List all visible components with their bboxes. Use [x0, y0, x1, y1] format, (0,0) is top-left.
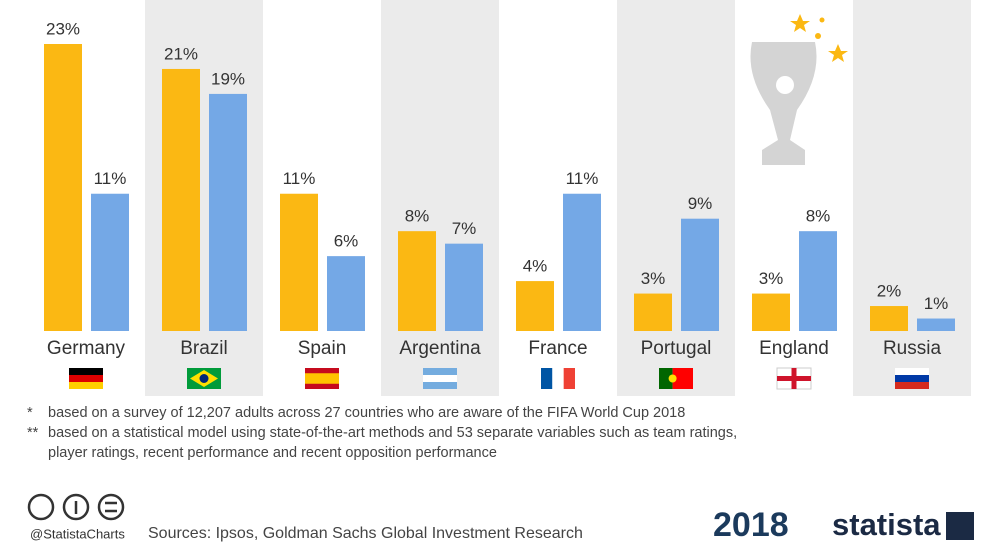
- bar: [516, 281, 554, 331]
- bar: [752, 293, 790, 331]
- bar: [327, 256, 365, 331]
- flag-part: [423, 375, 457, 382]
- value-label: 23%: [46, 19, 80, 38]
- value-label: 11%: [566, 169, 599, 188]
- note-marker: **: [27, 425, 39, 441]
- flag-part: [552, 368, 564, 389]
- brand-icon: [946, 512, 974, 540]
- bar: [280, 193, 318, 331]
- note-text: player ratings, recent performance and r…: [48, 445, 497, 461]
- note-text: based on a statistical model using state…: [48, 425, 737, 441]
- category-label: Argentina: [399, 338, 481, 359]
- flag-part: [305, 373, 339, 384]
- note-text: based on a survey of 12,207 adults acros…: [48, 405, 685, 421]
- flag-part: [541, 368, 553, 389]
- flag: [423, 368, 457, 389]
- value-label: 8%: [806, 207, 831, 226]
- value-label: 3%: [759, 269, 784, 288]
- category-label: Russia: [883, 338, 942, 359]
- value-label: 3%: [641, 269, 666, 288]
- flag: [895, 368, 929, 389]
- flag: [541, 368, 575, 389]
- flag-part: [672, 368, 693, 389]
- brand: statista: [832, 507, 941, 542]
- bar: [91, 193, 129, 331]
- bar: [634, 293, 672, 331]
- flag: [69, 368, 103, 389]
- bar: [681, 218, 719, 331]
- column-background: [381, 0, 499, 396]
- value-label: 6%: [334, 232, 359, 251]
- category-label: Brazil: [180, 338, 228, 359]
- category-label: France: [528, 338, 587, 359]
- value-label: 2%: [877, 282, 902, 301]
- note-marker: *: [27, 405, 33, 421]
- value-label: 8%: [405, 207, 430, 226]
- bar: [162, 68, 200, 332]
- license-icons: [27, 493, 125, 521]
- sources: Sources: Ipsos, Goldman Sachs Global Inv…: [148, 525, 583, 542]
- column-background: [617, 0, 735, 396]
- category-label: England: [759, 338, 829, 359]
- flag-part: [668, 374, 677, 383]
- value-label: 4%: [523, 257, 548, 276]
- flag: [187, 368, 221, 389]
- flag-part: [777, 376, 811, 381]
- column-backgrounds: [145, 0, 971, 396]
- column-background: [853, 0, 971, 396]
- bar: [44, 44, 82, 331]
- bar: [398, 231, 436, 331]
- category-label: Spain: [298, 338, 347, 359]
- value-label: 7%: [452, 219, 477, 238]
- flag: [305, 368, 339, 389]
- bar: [917, 318, 955, 331]
- flag-part: [895, 382, 929, 389]
- value-label: 1%: [924, 294, 949, 313]
- category-label: Portugal: [641, 338, 712, 359]
- flag-part: [69, 382, 103, 389]
- flag: [776, 367, 812, 390]
- value-label: 21%: [164, 44, 198, 63]
- bar: [870, 306, 908, 331]
- value-label: 11%: [283, 169, 316, 188]
- flag-part: [659, 368, 673, 389]
- flag-part: [69, 368, 103, 375]
- trophy-icon: [750, 14, 848, 165]
- value-label: 9%: [688, 194, 713, 213]
- bar: [563, 193, 601, 331]
- value-label: 11%: [94, 169, 127, 188]
- bar: [209, 93, 247, 331]
- handle: @StatistaCharts: [30, 526, 125, 541]
- flag-part: [423, 382, 457, 389]
- flag-part: [199, 374, 209, 383]
- event-logo: 2018: [713, 506, 789, 544]
- category-label: Germany: [47, 338, 126, 359]
- flag: [659, 368, 693, 389]
- flag-part: [895, 368, 929, 375]
- flag-part: [423, 368, 457, 375]
- value-label: 19%: [211, 69, 245, 88]
- flag-part: [895, 375, 929, 382]
- flag-part: [563, 368, 575, 389]
- flag-part: [69, 375, 103, 382]
- bar: [445, 243, 483, 331]
- bar: [799, 231, 837, 331]
